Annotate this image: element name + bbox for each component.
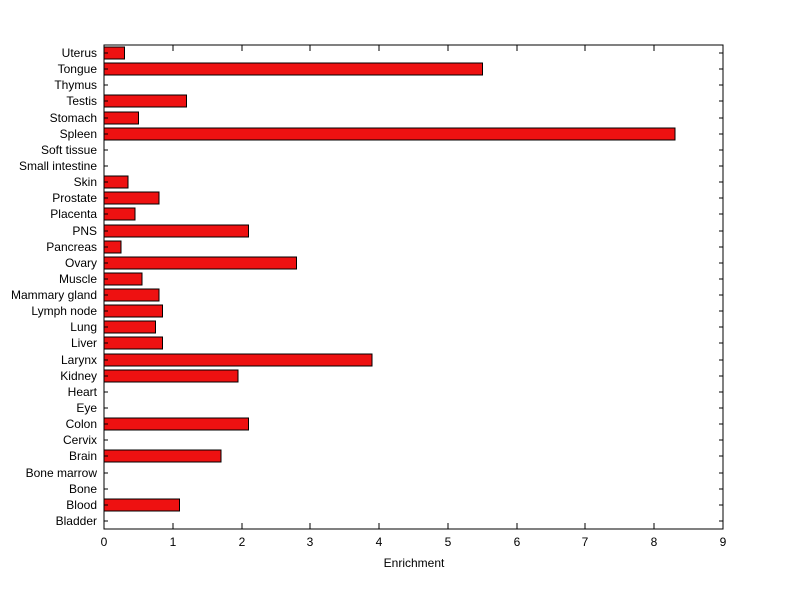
x-tick-label: 6 bbox=[514, 535, 521, 549]
y-tick-label: Tongue bbox=[58, 62, 98, 76]
y-tick-label: Thymus bbox=[54, 78, 97, 92]
y-tick-label: Heart bbox=[68, 385, 98, 399]
x-tick-label: 8 bbox=[651, 535, 658, 549]
bar bbox=[103, 288, 160, 302]
y-tick-label: Cervix bbox=[63, 433, 97, 447]
y-tick-label: Testis bbox=[66, 94, 97, 108]
y-tick-label: Stomach bbox=[50, 111, 97, 125]
bar bbox=[103, 336, 163, 350]
y-tick-label: Prostate bbox=[52, 191, 97, 205]
y-tick-label: Blood bbox=[66, 498, 97, 512]
x-axis-label: Enrichment bbox=[384, 556, 445, 570]
y-tick-label: Lung bbox=[70, 320, 97, 334]
bar bbox=[103, 353, 373, 367]
bar bbox=[103, 272, 143, 286]
y-tick-label: Brain bbox=[69, 449, 97, 463]
y-tick-label: Ovary bbox=[65, 256, 97, 270]
y-tick-label: Eye bbox=[76, 401, 97, 415]
bar bbox=[103, 127, 676, 141]
y-tick-label: Uterus bbox=[62, 46, 97, 60]
y-tick-label: Liver bbox=[71, 336, 97, 350]
y-tick-label: Mammary gland bbox=[11, 288, 97, 302]
bar bbox=[103, 94, 188, 108]
y-tick-label: Spleen bbox=[60, 127, 97, 141]
x-tick-label: 3 bbox=[307, 535, 314, 549]
bar bbox=[103, 320, 157, 334]
x-tick-label: 9 bbox=[720, 535, 727, 549]
y-tick-label: Kidney bbox=[60, 369, 97, 383]
bar bbox=[103, 191, 160, 205]
x-tick-label: 2 bbox=[239, 535, 246, 549]
bar bbox=[103, 369, 239, 383]
y-tick-label: Small intestine bbox=[19, 159, 97, 173]
y-tick-label: Placenta bbox=[50, 207, 97, 221]
x-tick-label: 0 bbox=[101, 535, 108, 549]
y-tick-label: Bone marrow bbox=[26, 466, 98, 480]
y-tick-label: PNS bbox=[72, 224, 97, 238]
y-tick-label: Colon bbox=[66, 417, 97, 431]
y-tick-label: Skin bbox=[74, 175, 97, 189]
y-tick-label: Pancreas bbox=[46, 240, 97, 254]
bar bbox=[103, 304, 163, 318]
x-tick-label: 5 bbox=[445, 535, 452, 549]
bar bbox=[103, 207, 136, 221]
x-tick-label: 4 bbox=[376, 535, 383, 549]
bar bbox=[103, 449, 222, 463]
y-tick-label: Muscle bbox=[59, 272, 97, 286]
axes-box bbox=[103, 44, 724, 530]
x-tick-label: 1 bbox=[170, 535, 177, 549]
x-tick-label: 7 bbox=[582, 535, 589, 549]
y-tick-label: Soft tissue bbox=[41, 143, 97, 157]
bar bbox=[103, 256, 298, 270]
bar bbox=[103, 417, 249, 431]
bar bbox=[103, 62, 483, 76]
y-tick-label: Lymph node bbox=[31, 304, 97, 318]
bar bbox=[103, 498, 181, 512]
y-tick-label: Larynx bbox=[61, 353, 97, 367]
bar bbox=[103, 224, 249, 238]
y-tick-label: Bladder bbox=[56, 514, 97, 528]
bar bbox=[103, 111, 139, 125]
y-tick-label: Bone bbox=[69, 482, 97, 496]
